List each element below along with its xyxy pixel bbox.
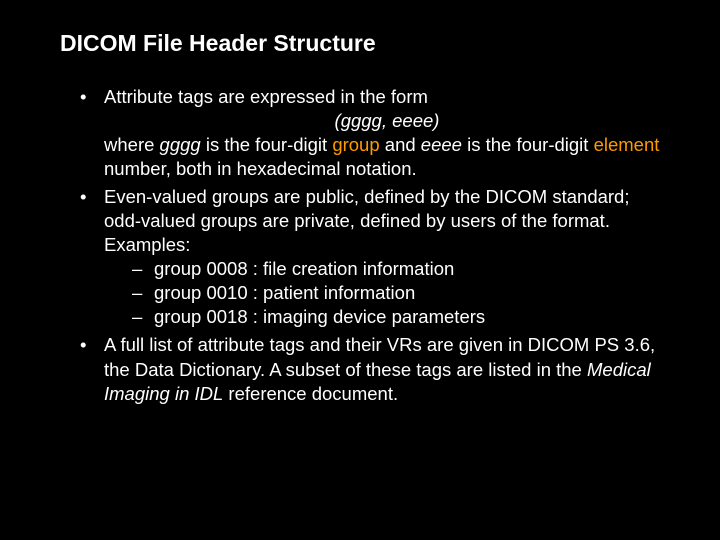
bullet-2-text: Even-valued groups are public, defined b…: [104, 186, 630, 255]
bullet-3-a: A full list of attribute tags and their …: [104, 334, 655, 379]
sub-bullet-3: group 0018 : imaging device parameters: [132, 305, 670, 329]
bullet-1-where: where: [104, 134, 160, 155]
bullet-list: Attribute tags are expressed in the form…: [60, 85, 670, 406]
sub-bullet-list: group 0008 : file creation information g…: [104, 257, 670, 329]
group-highlight: group: [332, 134, 379, 155]
bullet-1-end: number, both in hexadecimal notation.: [104, 158, 417, 179]
bullet-1-mid2: and: [380, 134, 421, 155]
bullet-1-mid1: is the four-digit: [201, 134, 333, 155]
slide-title: DICOM File Header Structure: [60, 30, 670, 57]
sub-bullet-1: group 0008 : file creation information: [132, 257, 670, 281]
sub-bullet-2: group 0010 : patient information: [132, 281, 670, 305]
eeee: eeee: [421, 134, 462, 155]
element-highlight: element: [594, 134, 660, 155]
bullet-3-b: reference document.: [223, 383, 398, 404]
bullet-1-intro: Attribute tags are expressed in the form: [104, 86, 428, 107]
bullet-1: Attribute tags are expressed in the form…: [80, 85, 670, 181]
tag-form: (gggg, eeee): [104, 109, 670, 133]
bullet-3: A full list of attribute tags and their …: [80, 333, 670, 405]
gggg: gggg: [160, 134, 201, 155]
bullet-2: Even-valued groups are public, defined b…: [80, 185, 670, 329]
bullet-1-mid3: is the four-digit: [462, 134, 594, 155]
